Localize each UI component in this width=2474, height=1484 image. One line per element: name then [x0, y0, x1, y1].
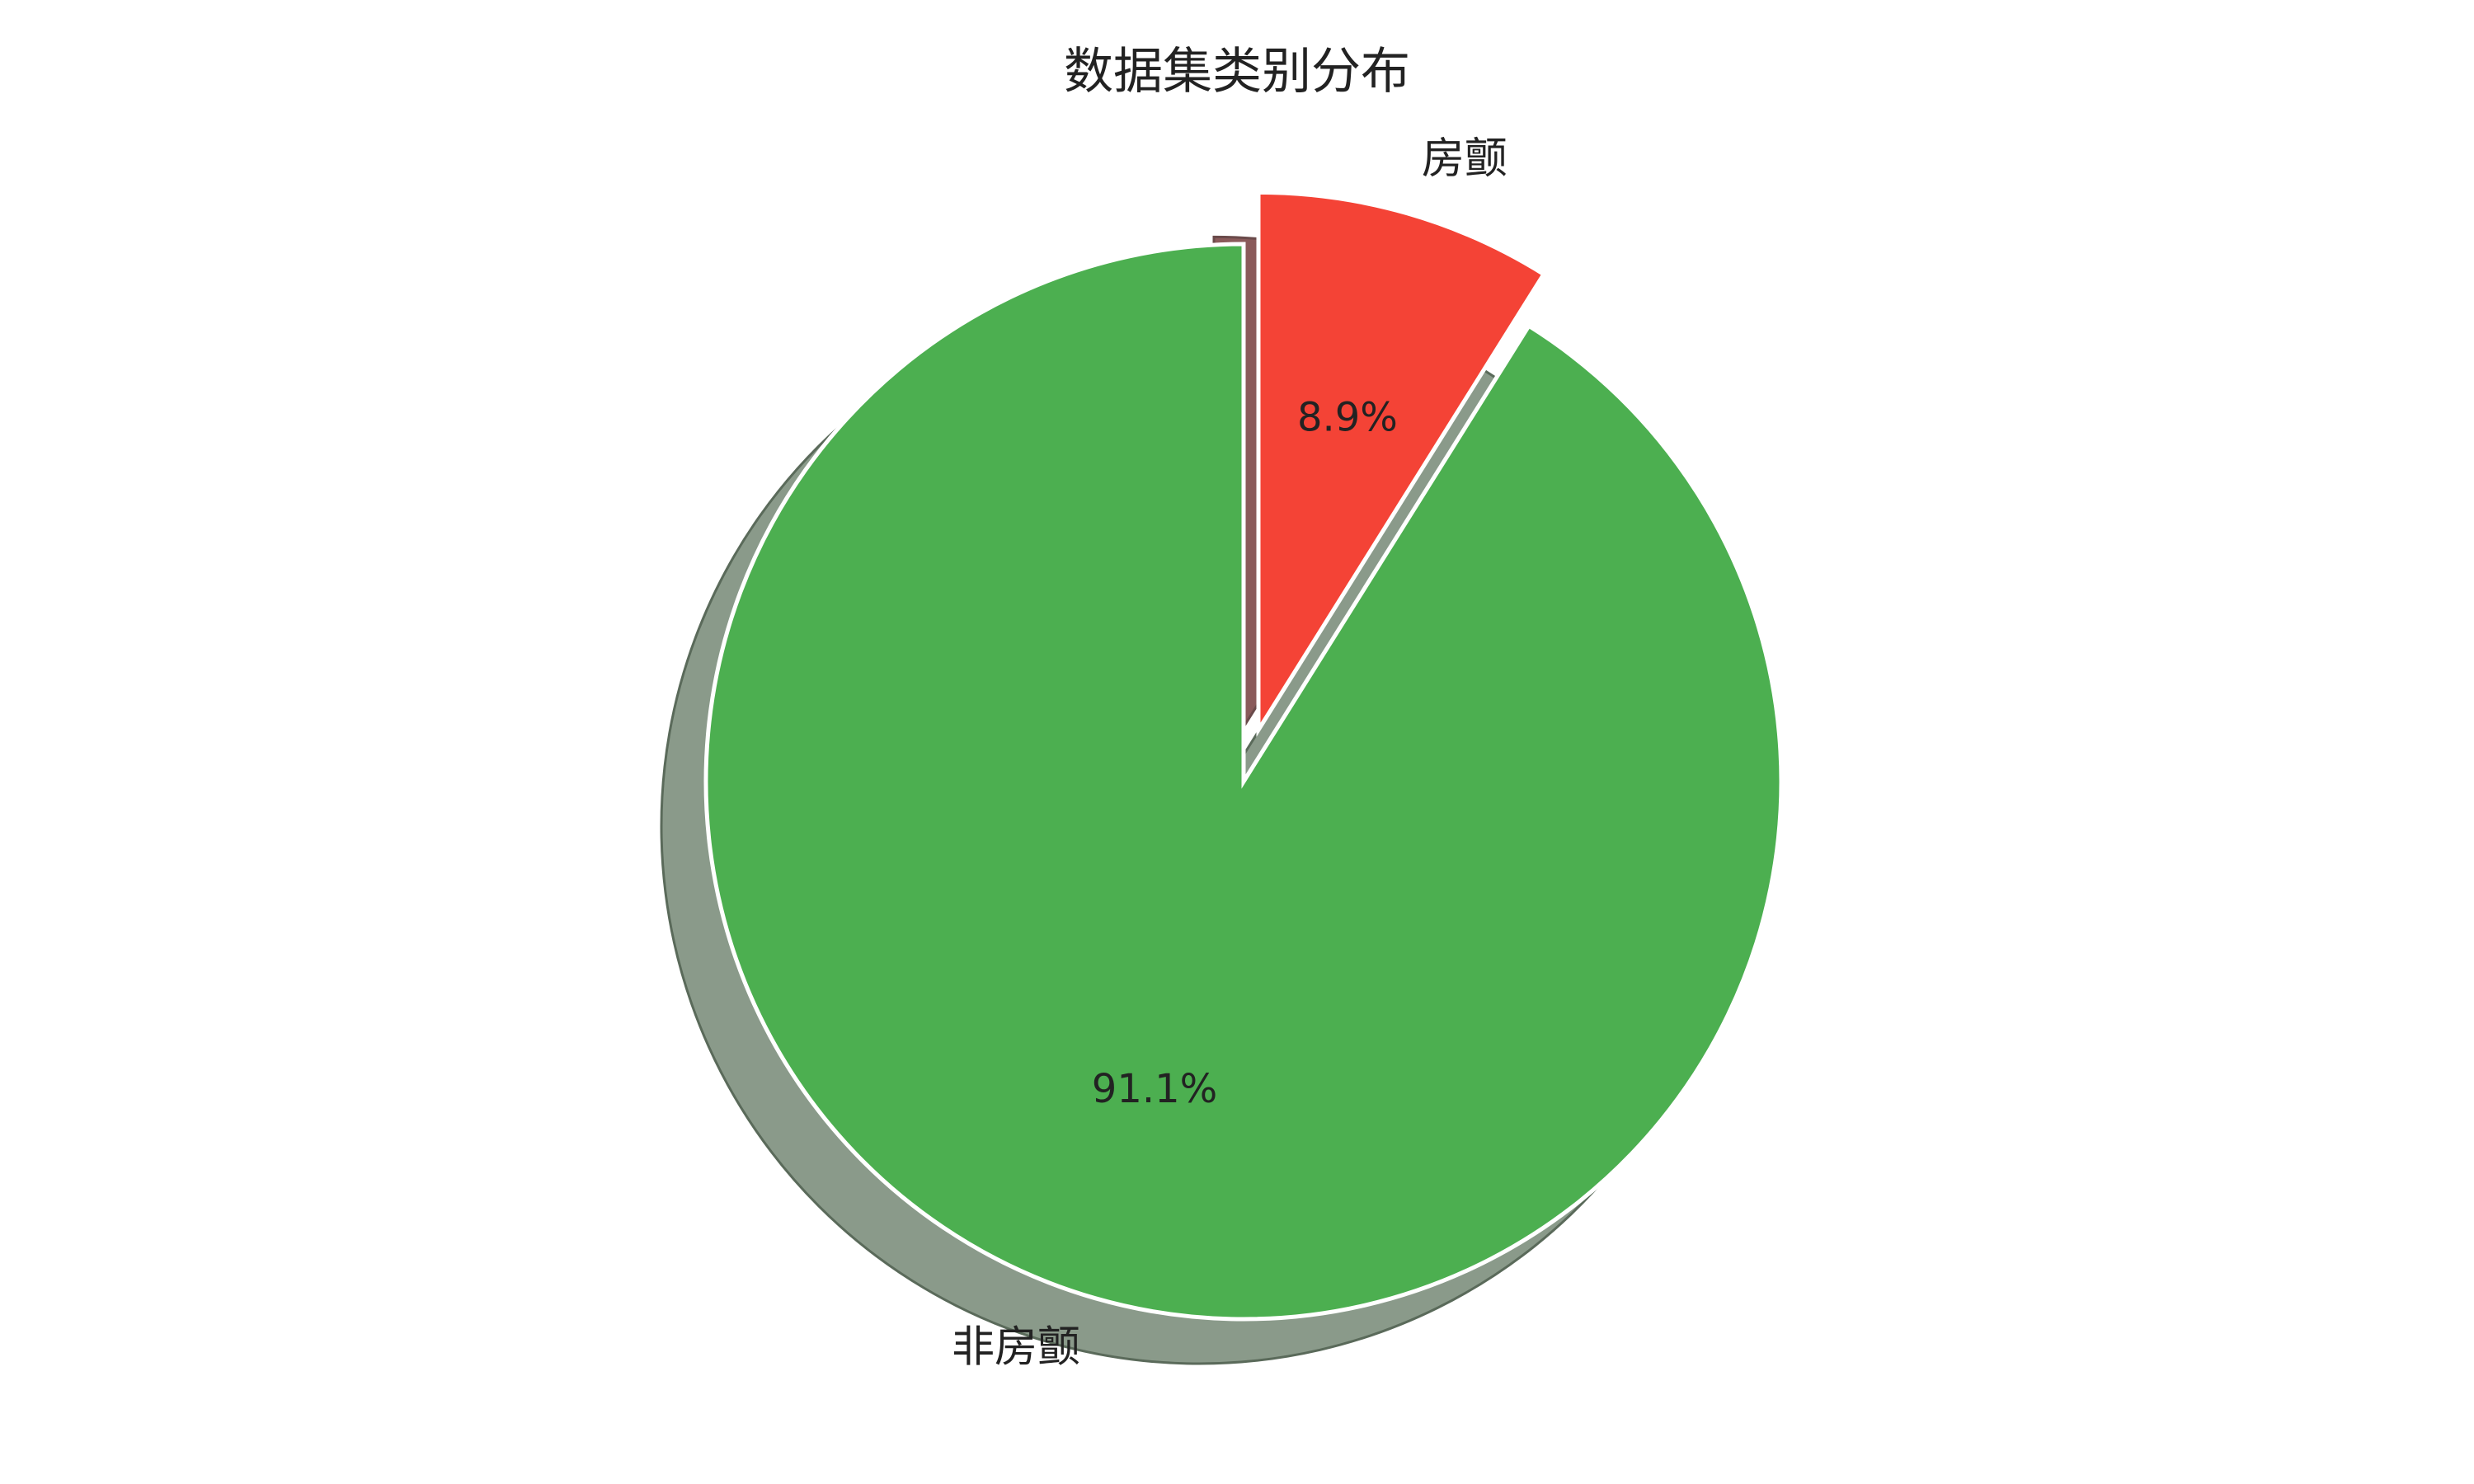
pie-category-label-1: 非房颤: [952, 1322, 1080, 1372]
pie-pct-label-1: 91.1%: [1092, 1066, 1217, 1112]
pie-slice-0: [1256, 190, 1547, 738]
pie-category-label-0: 房颤: [1422, 134, 1507, 184]
chart-title: 数据集类别分布: [1064, 43, 1410, 101]
pie-pct-label-0: 8.9%: [1297, 394, 1398, 440]
pie-slice-1: [703, 242, 1784, 1322]
